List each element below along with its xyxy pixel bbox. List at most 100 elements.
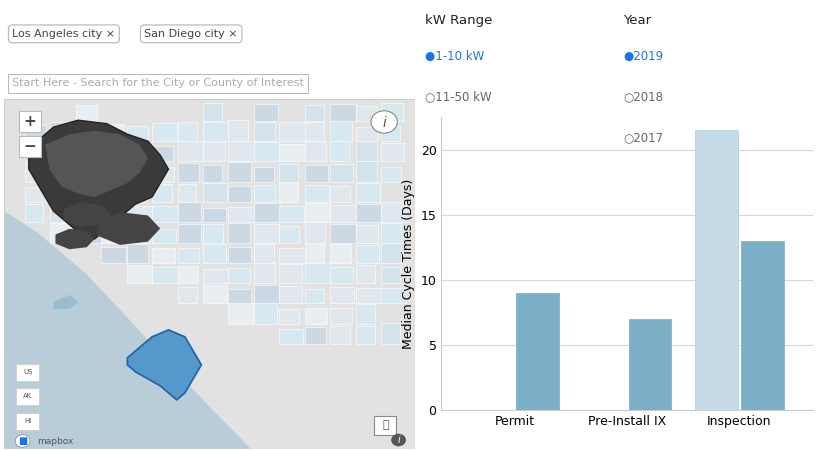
Bar [280,264,302,283]
Bar [126,184,146,202]
Bar [203,142,224,161]
Bar [25,204,44,222]
Polygon shape [54,295,78,309]
Bar [203,285,228,304]
Bar [381,143,404,161]
Bar [356,326,375,344]
Bar [152,146,172,161]
Text: AK: AK [23,393,32,399]
Bar [305,122,324,141]
Bar [177,122,196,141]
Bar [254,244,274,263]
Bar [305,202,330,222]
Text: Los Angeles city ×: Los Angeles city × [12,29,116,39]
Bar [305,165,328,182]
Bar [50,202,77,222]
Bar [381,202,407,222]
Text: i: i [397,435,400,445]
Bar [356,245,379,263]
Bar [305,242,324,263]
Text: San Diego city ×: San Diego city × [144,29,238,39]
Polygon shape [64,202,111,227]
Text: HI: HI [24,418,31,424]
Bar [152,166,174,182]
Text: US: US [23,369,33,375]
Bar [356,161,378,182]
Bar [229,120,247,141]
FancyBboxPatch shape [18,136,41,157]
Text: i: i [382,115,386,129]
Text: kW Range: kW Range [425,14,493,27]
Bar [280,248,305,263]
Text: ○2017: ○2017 [623,131,663,144]
Polygon shape [98,212,160,245]
Bar [305,327,327,344]
Bar [177,163,200,182]
Text: Start Here - Search for the City or County of Interest: Start Here - Search for the City or Coun… [12,78,304,88]
Bar [101,162,120,182]
Polygon shape [4,211,251,449]
Bar [381,288,406,304]
Bar [101,247,126,263]
Bar [254,121,276,141]
Bar [381,267,400,283]
Bar [101,202,123,222]
Bar [203,244,226,263]
Bar [229,247,251,263]
Bar [330,267,353,283]
Text: −: − [23,139,36,154]
Bar [152,248,175,263]
Bar [76,208,97,222]
Bar [203,103,222,121]
Bar [280,309,299,324]
Bar [356,288,382,304]
Bar [381,323,400,344]
Polygon shape [127,330,201,400]
Bar [330,104,356,121]
Bar [254,224,280,243]
Bar [126,206,152,222]
Bar [152,123,177,141]
Bar [280,122,306,141]
Bar [76,105,97,121]
Bar [330,164,352,182]
Text: ⛶: ⛶ [382,420,389,430]
Bar [229,303,253,324]
Bar [152,184,172,202]
Bar [25,163,48,182]
Bar [229,142,255,161]
Polygon shape [45,131,148,197]
Text: ■: ■ [18,436,27,446]
Bar [305,105,323,121]
Bar [177,184,196,202]
Bar [203,122,229,141]
Bar [101,124,124,141]
Bar [50,145,69,161]
Bar [254,104,278,121]
Bar [381,126,400,141]
Bar [25,125,45,141]
Bar [76,184,97,202]
Text: Year: Year [623,14,651,27]
FancyBboxPatch shape [16,388,39,405]
Bar [203,269,229,283]
Bar [50,165,71,182]
Bar [203,224,224,243]
Bar [229,223,250,243]
Bar [101,227,120,243]
Bar [381,167,402,182]
Bar [50,122,75,141]
Bar [305,262,332,283]
FancyBboxPatch shape [374,415,397,435]
Bar [229,162,251,182]
Bar [254,142,279,161]
Text: ●2019: ●2019 [623,50,663,63]
Y-axis label: Median Cycle Times (Days): Median Cycle Times (Days) [402,179,415,349]
Bar [356,127,379,141]
Bar [50,223,72,243]
Bar [126,126,148,141]
Bar [356,184,380,202]
Bar [330,287,354,304]
Bar [101,143,120,161]
Bar [330,121,352,141]
